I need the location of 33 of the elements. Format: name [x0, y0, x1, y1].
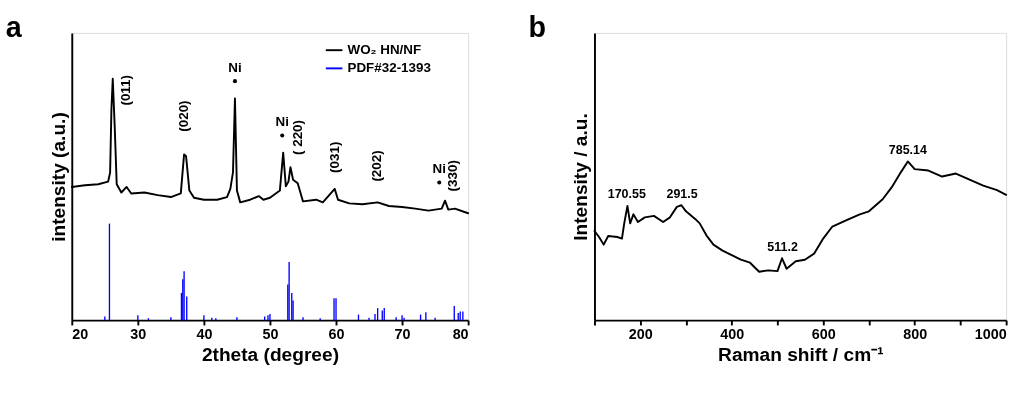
x-tick-label: 800	[903, 325, 928, 342]
x-tick-label: 200	[628, 325, 653, 342]
legend-label: WO₂ HN/NF	[347, 42, 422, 58]
annotation: 291.5	[666, 186, 698, 201]
annotation: (031)	[326, 141, 342, 173]
x-tick-label: 70	[394, 325, 411, 342]
annotation: (020)	[175, 100, 191, 132]
x-tick-label: 20	[72, 325, 89, 342]
x-tick-label: 50	[262, 325, 279, 342]
annotation: 170.55	[607, 187, 646, 202]
annotation: (011)	[117, 75, 133, 106]
y-axis-title: intensity (a.u.)	[47, 112, 69, 242]
chart-title: b	[528, 10, 546, 43]
chart-title: a	[5, 10, 23, 43]
x-tick-label: 40	[196, 325, 213, 342]
x-axis-title: 2theta (degree)	[201, 343, 339, 365]
x-tick-label: 600	[811, 325, 836, 342]
y-axis-title: Intensity / a.u.	[570, 113, 592, 241]
annotation: Ni	[228, 59, 242, 75]
x-tick-label: 80	[452, 325, 469, 342]
annotation: (330)	[445, 160, 461, 192]
legend-label: PDF#32-1393	[347, 60, 431, 76]
annotation: (202)	[369, 150, 385, 182]
annotation: Ni	[432, 160, 446, 176]
x-tick-label: 60	[328, 325, 345, 342]
x-tick-label: 400	[720, 325, 745, 342]
x-tick-label: 30	[130, 325, 147, 342]
x-tick-label: 1000	[974, 325, 1007, 342]
annotation: 785.14	[888, 142, 927, 157]
x-axis-title: Raman shift / cm⁻¹	[718, 343, 884, 365]
annotation: 511.2	[767, 239, 798, 254]
annotation: Ni	[275, 113, 289, 129]
annotation: ( 220)	[289, 119, 305, 155]
